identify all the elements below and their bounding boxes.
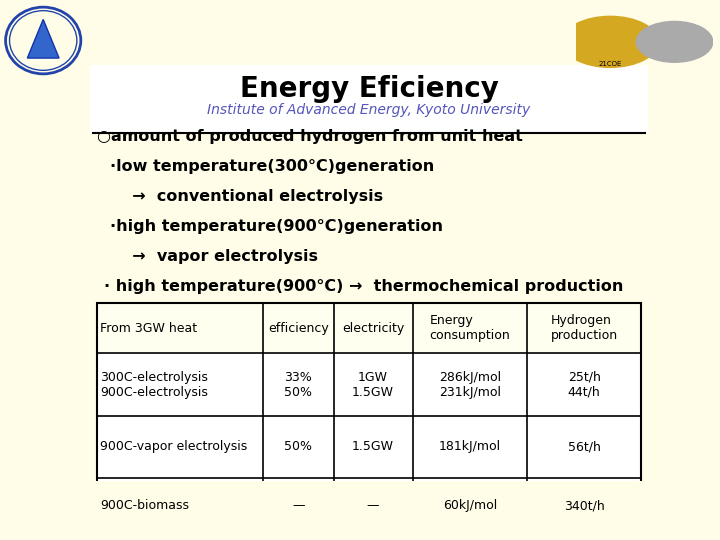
Bar bbox=[96, 302, 642, 353]
Text: 900C-biomass: 900C-biomass bbox=[100, 499, 189, 512]
Polygon shape bbox=[27, 19, 59, 58]
Bar bbox=[96, 302, 642, 534]
Text: electricity: electricity bbox=[342, 321, 404, 334]
Text: 50%: 50% bbox=[284, 440, 312, 454]
Text: From 3GW heat: From 3GW heat bbox=[100, 321, 197, 334]
Text: 1.5GW: 1.5GW bbox=[352, 440, 394, 454]
Text: 21COE: 21COE bbox=[598, 62, 622, 68]
Bar bbox=[96, 302, 642, 534]
Circle shape bbox=[636, 22, 713, 62]
Text: Energy
consumption: Energy consumption bbox=[429, 314, 510, 342]
Text: —: — bbox=[366, 499, 379, 512]
Text: →  vapor electrolysis: → vapor electrolysis bbox=[121, 249, 318, 264]
Text: 300C-electrolysis
900C-electrolysis: 300C-electrolysis 900C-electrolysis bbox=[100, 370, 208, 399]
Text: ·low temperature(300°C)generation: ·low temperature(300°C)generation bbox=[109, 159, 433, 174]
Text: 340t/h: 340t/h bbox=[564, 499, 605, 512]
Text: 60kJ/mol: 60kJ/mol bbox=[443, 499, 497, 512]
Text: efficiency: efficiency bbox=[268, 321, 328, 334]
Text: · high temperature(900°C) →  thermochemical production: · high temperature(900°C) → thermochemic… bbox=[104, 279, 624, 294]
Circle shape bbox=[562, 16, 658, 68]
Text: →  conventional electrolysis: → conventional electrolysis bbox=[121, 189, 383, 204]
Text: 181kJ/mol: 181kJ/mol bbox=[438, 440, 501, 454]
Text: ·high temperature(900°C)generation: ·high temperature(900°C)generation bbox=[109, 219, 443, 234]
Text: 56t/h: 56t/h bbox=[567, 440, 600, 454]
Text: Energy Eficiency: Energy Eficiency bbox=[240, 75, 498, 103]
Text: 33%
50%: 33% 50% bbox=[284, 370, 312, 399]
Text: Hydrogen
production: Hydrogen production bbox=[551, 314, 618, 342]
Text: —: — bbox=[292, 499, 305, 512]
Text: ○amount of produced hydrogen from unit heat: ○amount of produced hydrogen from unit h… bbox=[96, 129, 523, 144]
Text: 900C-vapor electrolysis: 900C-vapor electrolysis bbox=[100, 440, 247, 454]
Text: Institute of Advanced Energy, Kyoto University: Institute of Advanced Energy, Kyoto Univ… bbox=[207, 103, 531, 117]
Text: 1GW
1.5GW: 1GW 1.5GW bbox=[352, 370, 394, 399]
Text: 25t/h
44t/h: 25t/h 44t/h bbox=[567, 370, 600, 399]
Bar bbox=[90, 65, 648, 133]
Text: 286kJ/mol
231kJ/mol: 286kJ/mol 231kJ/mol bbox=[438, 370, 501, 399]
